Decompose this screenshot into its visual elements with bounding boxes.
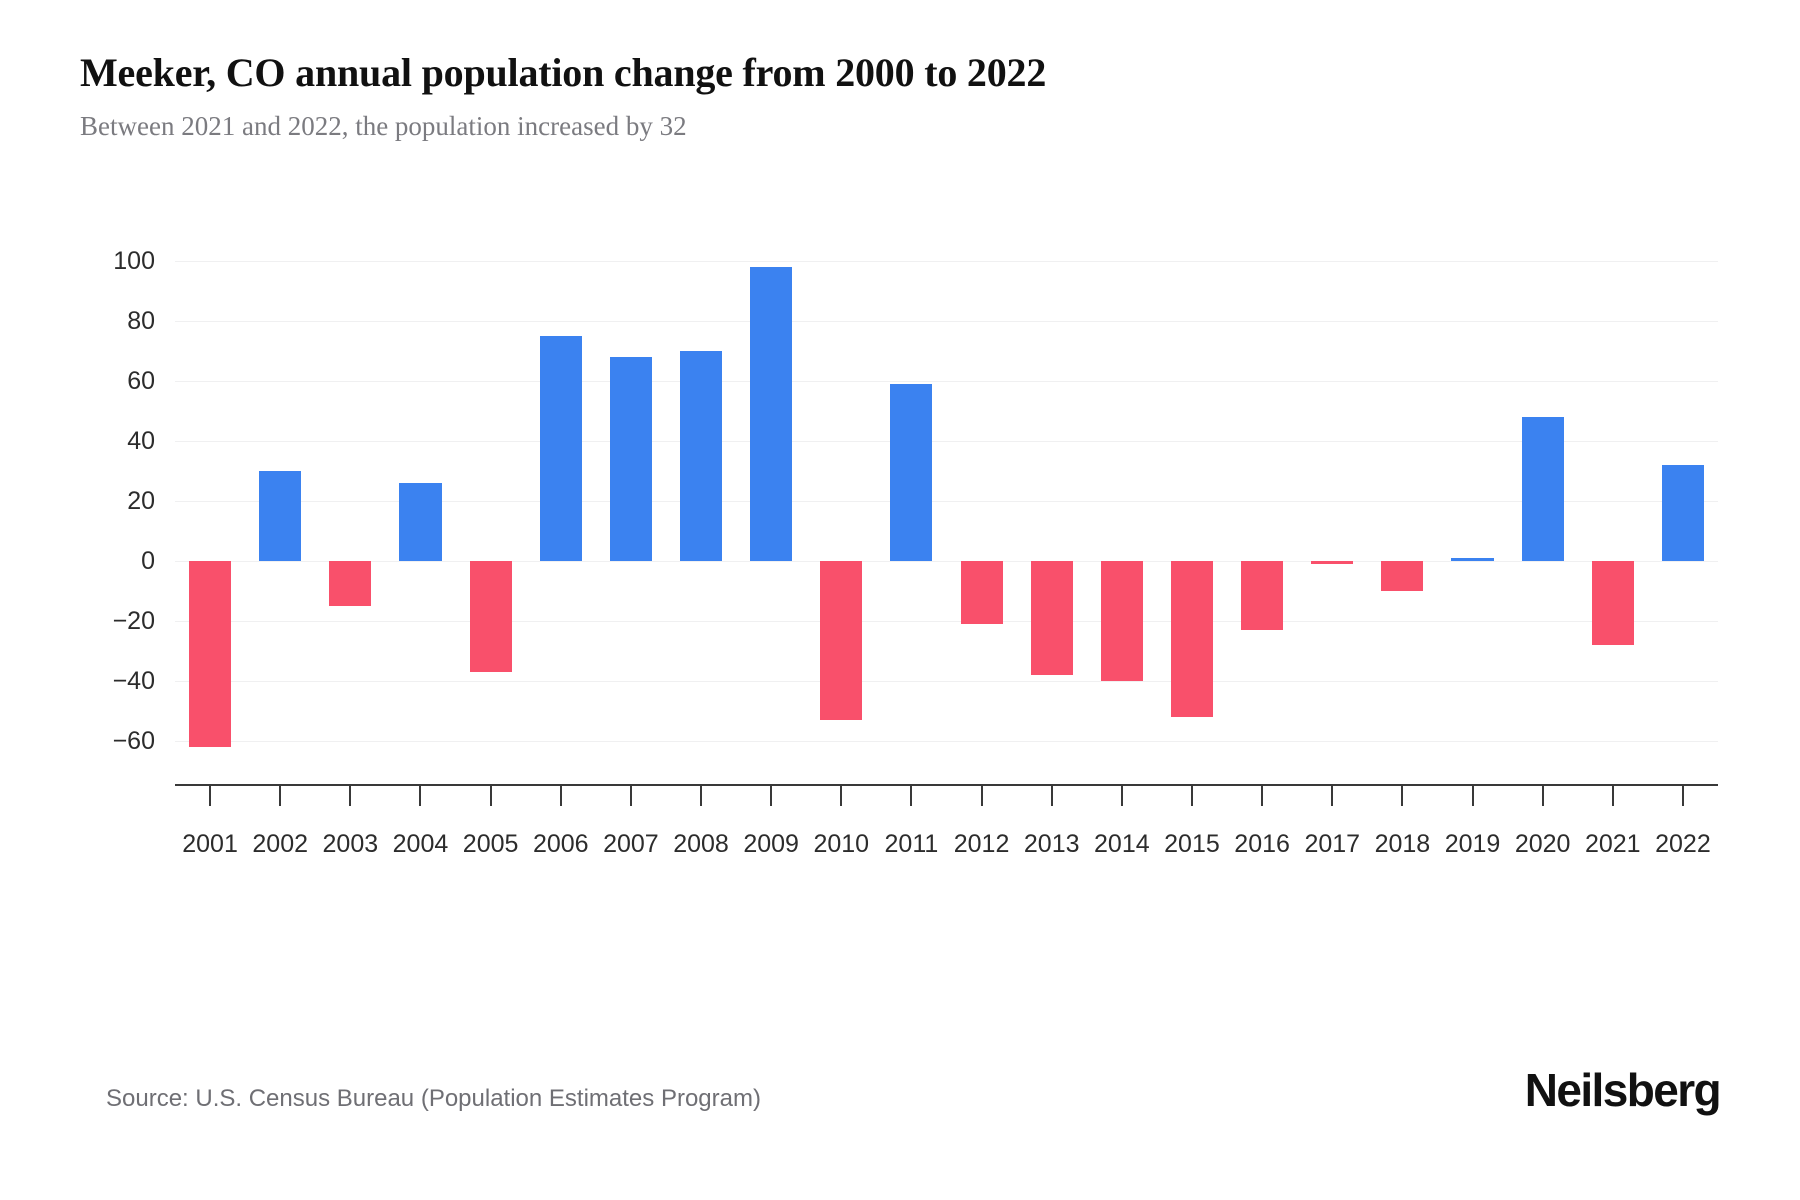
x-axis-tick [209, 784, 212, 806]
x-axis-tick-label-2005: 2005 [462, 830, 519, 858]
bar-2022[interactable] [1661, 465, 1704, 561]
source-note: Source: U.S. Census Bureau (Population E… [106, 1085, 761, 1112]
bar-2004[interactable] [399, 483, 442, 561]
x-axis-tick [1190, 784, 1193, 806]
x-axis-tick [840, 784, 843, 806]
x-axis-tick [1261, 784, 1264, 806]
y-axis-tick-label: 40 [127, 427, 155, 455]
x-axis-line [175, 784, 1718, 786]
gridline [175, 501, 1718, 502]
x-axis-tick-label-2010: 2010 [813, 830, 870, 858]
x-axis-tick [1401, 784, 1404, 806]
bar-2010[interactable] [820, 561, 863, 720]
x-axis-tick-label-2003: 2003 [322, 830, 379, 858]
x-axis-tick-label-2002: 2002 [252, 830, 309, 858]
bar-2015[interactable] [1170, 561, 1213, 717]
x-axis-tick-label-2021: 2021 [1584, 830, 1641, 858]
bar-2006[interactable] [539, 336, 582, 561]
bar-2017[interactable] [1311, 561, 1354, 564]
x-axis-tick [980, 784, 983, 806]
x-axis-tick [910, 784, 913, 806]
x-axis-tick [349, 784, 352, 806]
x-axis-tick-label-2008: 2008 [673, 830, 729, 858]
x-axis-tick [770, 784, 773, 806]
y-axis-tick-label: 0 [141, 547, 155, 575]
x-axis-tick [1050, 784, 1053, 806]
x-axis-tick-label-2019: 2019 [1444, 830, 1501, 858]
gridline [175, 741, 1718, 742]
y-axis-tick-label: 80 [127, 307, 155, 335]
x-axis-tick [279, 784, 282, 806]
bar-2003[interactable] [329, 561, 372, 606]
x-axis-tick-label-2015: 2015 [1164, 830, 1220, 858]
gridline [175, 561, 1718, 562]
x-axis-tick-label-2017: 2017 [1304, 830, 1361, 858]
gridline [175, 441, 1718, 442]
x-axis-tick-label-2009: 2009 [743, 830, 799, 858]
x-axis-tick-label-2012: 2012 [953, 830, 1010, 858]
x-axis-tick [1471, 784, 1474, 806]
x-axis-tick-label-2004: 2004 [392, 830, 449, 858]
bar-2009[interactable] [750, 267, 793, 561]
x-axis-tick [559, 784, 562, 806]
bar-2013[interactable] [1030, 561, 1073, 675]
x-axis-tick [1541, 784, 1544, 806]
x-axis-tick-label-2018: 2018 [1374, 830, 1431, 858]
bar-2001[interactable] [189, 561, 232, 747]
x-axis-tick [1681, 784, 1684, 806]
x-axis-tick [1611, 784, 1614, 806]
bar-2019[interactable] [1451, 558, 1494, 561]
bar-2007[interactable] [609, 357, 652, 561]
bar-2002[interactable] [259, 471, 302, 561]
bar-2021[interactable] [1591, 561, 1634, 645]
chart-header: Meeker, CO annual population change from… [80, 48, 1720, 144]
x-axis-tick [1120, 784, 1123, 806]
y-axis-tick-label: −60 [112, 727, 155, 755]
bar-2012[interactable] [960, 561, 1003, 624]
y-axis-tick-label: 20 [127, 487, 155, 515]
x-axis-tick-label-2016: 2016 [1234, 830, 1290, 858]
bar-2020[interactable] [1521, 417, 1564, 561]
gridline [175, 381, 1718, 382]
x-axis-tick [1331, 784, 1334, 806]
y-axis-tick-label: 60 [127, 367, 155, 395]
bar-2008[interactable] [679, 351, 723, 561]
y-axis-tick-label: −40 [112, 667, 155, 695]
gridline [175, 261, 1718, 262]
x-axis-tick [419, 784, 422, 806]
x-axis-tick-label-2011: 2011 [884, 830, 939, 858]
bar-2005[interactable] [469, 561, 512, 672]
chart-subtitle: Between 2021 and 2022, the population in… [80, 111, 687, 141]
page-title: Meeker, CO annual population change from… [80, 50, 1047, 95]
x-axis-tick [629, 784, 632, 806]
brand-logo: Neilsberg [1524, 1064, 1722, 1116]
bar-2016[interactable] [1241, 561, 1284, 630]
x-axis-tick [700, 784, 703, 806]
y-axis-tick-label: 100 [113, 247, 155, 275]
x-axis-tick-label-2007: 2007 [603, 830, 659, 858]
x-axis-tick-label-2006: 2006 [532, 830, 589, 858]
x-axis-tick-label-2022: 2022 [1655, 830, 1711, 858]
bar-2011[interactable] [890, 384, 933, 561]
x-axis-tick-label-2001: 2001 [182, 830, 238, 858]
x-axis-tick-label-2014: 2014 [1094, 830, 1150, 858]
bar-2014[interactable] [1100, 561, 1143, 681]
gridline [175, 621, 1718, 622]
x-axis-tick-label-2020: 2020 [1514, 830, 1571, 858]
x-axis-tick-label-2013: 2013 [1023, 830, 1080, 858]
bar-2018[interactable] [1381, 561, 1424, 591]
gridline [175, 321, 1718, 322]
gridline [175, 681, 1718, 682]
x-axis-tick [489, 784, 492, 806]
y-axis-tick-label: −20 [112, 607, 155, 635]
